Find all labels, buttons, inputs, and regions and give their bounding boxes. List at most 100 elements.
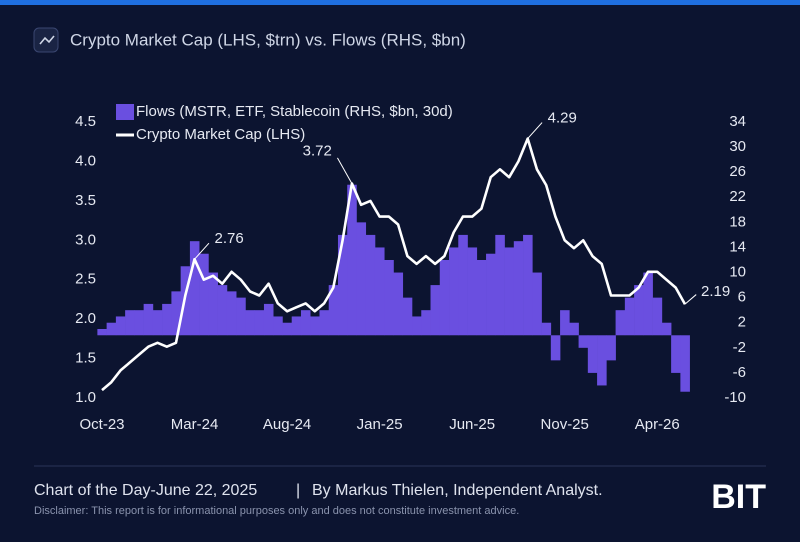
flow-bar <box>143 303 154 336</box>
flow-bar <box>634 285 644 336</box>
flow-bar <box>569 322 579 336</box>
market-cap-line <box>101 137 687 392</box>
legend-swatch <box>116 104 134 120</box>
flow-bar <box>402 297 413 336</box>
flow-bar <box>374 247 385 336</box>
y-tick-label: 4.5 <box>75 113 96 130</box>
flow-bar <box>578 335 589 348</box>
flow-bar <box>384 260 394 336</box>
y-tick-label: 3.0 <box>75 231 96 248</box>
data-label: 2.19 <box>701 283 730 300</box>
y-tick-label: 3.5 <box>75 192 96 209</box>
flow-bar <box>328 285 339 336</box>
flow-bar <box>254 310 265 336</box>
title-icon-glyph <box>39 35 55 45</box>
flow-bar <box>300 310 311 336</box>
flow-bar <box>347 184 357 336</box>
x-tick-label: Aug-24 <box>263 416 311 433</box>
y2-tick-label: -10 <box>724 389 746 406</box>
flow-bar <box>643 272 653 336</box>
flow-bar <box>523 234 533 336</box>
flow-bar <box>597 335 607 386</box>
callout-line <box>337 157 353 184</box>
callout-line <box>527 122 543 139</box>
x-tick-label: Nov-25 <box>541 416 589 433</box>
flow-bar <box>217 285 228 336</box>
flow-bar <box>236 297 246 336</box>
y2-tick-label: 6 <box>738 289 746 306</box>
flow-bar <box>458 234 468 336</box>
flow-bar <box>226 291 237 336</box>
data-label: 3.72 <box>303 142 332 159</box>
flow-bar <box>97 329 107 336</box>
flow-bar <box>162 303 172 336</box>
logo: BIT <box>711 478 766 516</box>
flow-bar <box>152 310 163 336</box>
flow-bar <box>532 272 542 336</box>
flow-bar <box>495 234 505 336</box>
disclaimer: Disclaimer: This report is for informati… <box>34 505 519 517</box>
flow-bar <box>606 335 616 361</box>
flow-bar <box>541 322 552 336</box>
top-strip <box>0 0 800 5</box>
y2-tick-label: 14 <box>729 238 746 255</box>
flow-bar <box>430 285 441 336</box>
flow-bar <box>624 297 635 336</box>
flow-bar <box>467 247 478 336</box>
y2-tick-label: 2 <box>738 314 746 331</box>
flow-bar <box>356 222 367 336</box>
y2-tick-label: 34 <box>729 113 746 130</box>
flow-bar <box>504 247 515 336</box>
x-tick-label: Jun-25 <box>449 416 495 433</box>
flow-bar <box>319 310 330 336</box>
data-label: 4.29 <box>548 110 577 127</box>
flow-bar <box>208 272 218 336</box>
y2-tick-label: 10 <box>729 264 746 281</box>
x-tick-label: Oct-23 <box>79 416 124 433</box>
flow-bar <box>282 322 293 336</box>
flow-bar <box>365 234 376 336</box>
flow-bar <box>449 247 459 336</box>
flow-bar <box>115 316 126 336</box>
y-tick-label: 1.0 <box>75 389 96 406</box>
flow-bar <box>189 241 200 336</box>
y2-tick-label: 18 <box>729 213 746 230</box>
flow-bar <box>171 291 181 336</box>
flow-bar <box>199 253 209 336</box>
y2-tick-label: -2 <box>733 339 746 356</box>
y-tick-label: 2.0 <box>75 310 96 327</box>
footer-author: By Markus Thielen, Independent Analyst. <box>312 482 603 499</box>
callout-line <box>684 294 697 305</box>
callout-line <box>194 242 210 260</box>
flow-bar <box>550 335 561 361</box>
x-tick-label: Apr-26 <box>635 416 680 433</box>
flow-bar <box>291 316 302 336</box>
x-tick-label: Mar-24 <box>171 416 219 433</box>
y-tick-label: 4.0 <box>75 152 96 169</box>
flow-bar <box>587 335 598 373</box>
flow-bar <box>680 335 690 392</box>
flow-bar <box>134 310 144 336</box>
flow-bar <box>661 322 672 336</box>
flow-bar <box>310 316 320 336</box>
data-label: 2.76 <box>215 230 244 247</box>
chart-title: Crypto Market Cap (LHS, $trn) vs. Flows … <box>70 30 466 49</box>
flow-bar <box>337 234 348 336</box>
footer-separator: | <box>296 482 300 499</box>
flow-bar <box>263 303 274 336</box>
y2-tick-label: 30 <box>729 138 746 155</box>
flow-bar <box>652 297 663 336</box>
y2-tick-label: 26 <box>729 163 746 180</box>
flow-bar <box>421 310 431 336</box>
flow-bar <box>106 322 117 336</box>
flow-bar <box>412 316 422 336</box>
flow-bar <box>125 310 135 336</box>
flow-bar <box>245 310 255 336</box>
legend-label: Crypto Market Cap (LHS) <box>136 126 305 143</box>
y-tick-label: 1.5 <box>75 350 96 367</box>
flow-bar <box>476 260 487 336</box>
flow-bar <box>273 316 283 336</box>
